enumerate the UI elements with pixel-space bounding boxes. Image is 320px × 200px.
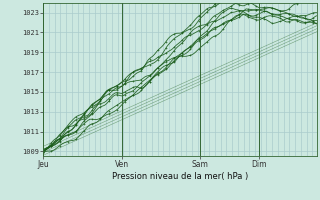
X-axis label: Pression niveau de la mer( hPa ): Pression niveau de la mer( hPa ) (112, 172, 248, 181)
